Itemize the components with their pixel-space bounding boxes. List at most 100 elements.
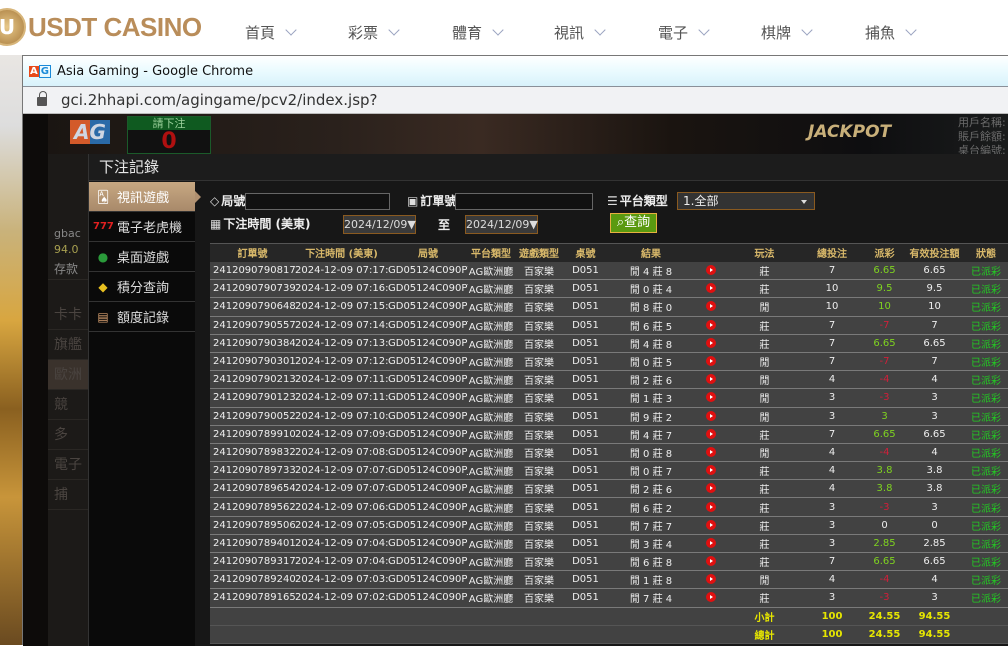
order-number-cell: 241209078950602 xyxy=(210,516,295,535)
bet-time-cell: 2024-12-09 07:17:12 xyxy=(295,261,388,281)
game-type-cell: 百家樂 xyxy=(514,588,564,608)
game-menu-item[interactable]: 電子 xyxy=(48,450,88,480)
platform-type-cell: AG歐洲廳 xyxy=(468,370,514,390)
bet-time-cell: 2024-12-09 07:11:52 xyxy=(295,370,388,390)
replay-cell[interactable] xyxy=(695,461,727,481)
replay-cell[interactable] xyxy=(695,497,727,517)
game-menu-item[interactable]: 歐洲 xyxy=(48,360,88,390)
replay-cell[interactable] xyxy=(695,516,727,535)
payout-cell: -7 xyxy=(862,352,907,372)
nav-fishing[interactable]: 捕魚 xyxy=(865,22,917,43)
play-video-icon[interactable] xyxy=(706,283,716,294)
lock-icon xyxy=(37,91,47,106)
game-menu-item[interactable]: 捕 xyxy=(48,480,88,510)
game-menu-item[interactable]: 多 xyxy=(48,420,88,450)
replay-cell[interactable] xyxy=(695,370,727,390)
payout-cell: 6.65 xyxy=(862,334,907,353)
game-menu-item[interactable]: 旗艦 xyxy=(48,330,88,360)
replay-cell[interactable] xyxy=(695,588,727,608)
bet-time-cell: 2024-12-09 07:04:05 xyxy=(295,552,388,572)
valid-bet-cell: 7 xyxy=(907,352,962,372)
replay-cell[interactable] xyxy=(695,316,727,335)
valid-bet-cell: 4 xyxy=(907,443,962,463)
play-video-icon[interactable] xyxy=(706,483,716,494)
search-button[interactable]: ⌕查詢 xyxy=(610,213,657,233)
play-video-icon[interactable] xyxy=(706,392,716,403)
nav-sports[interactable]: 體育 xyxy=(452,22,504,43)
play-video-icon[interactable] xyxy=(706,428,716,439)
play-video-icon[interactable] xyxy=(706,337,716,348)
play-video-icon[interactable] xyxy=(706,264,716,275)
order-number-input[interactable] xyxy=(455,193,593,210)
round-number-cell: GD05124C090PK xyxy=(388,443,468,463)
subtotal-valid: 94.55 xyxy=(907,607,962,626)
replay-cell[interactable] xyxy=(695,334,727,353)
platform-type-cell: AG歐洲廳 xyxy=(468,279,514,299)
site-logo[interactable]: U USDT CASINO xyxy=(0,8,202,46)
play-video-icon[interactable] xyxy=(706,519,716,530)
nav-cards[interactable]: 棋牌 xyxy=(761,22,813,43)
result-cell: 閒 2 莊 6 xyxy=(607,479,695,499)
play-video-icon[interactable] xyxy=(706,501,716,512)
nav-table-games[interactable]: ● 桌面遊戲 xyxy=(89,242,195,272)
game-menu-item[interactable]: 卡卡 xyxy=(48,300,88,330)
game-menu-item[interactable]: 競 xyxy=(48,390,88,420)
platform-type-cell: AG歐洲廳 xyxy=(468,261,514,281)
valid-bet-cell: 3.8 xyxy=(907,461,962,481)
total-bet-cell: 10 xyxy=(802,297,862,317)
nav-slots[interactable]: 電子 xyxy=(658,22,710,43)
platform-type-select[interactable]: 1.全部 xyxy=(677,192,815,210)
replay-cell[interactable] xyxy=(695,388,727,408)
play-video-icon[interactable] xyxy=(706,446,716,457)
valid-bet-cell: 9.5 xyxy=(907,279,962,299)
platform-type-cell: AG歐洲廳 xyxy=(468,497,514,517)
valid-bet-cell: 3 xyxy=(907,497,962,517)
replay-cell[interactable] xyxy=(695,279,727,299)
date-to-picker[interactable]: 2024/12/09▼ xyxy=(465,215,538,234)
replay-cell[interactable] xyxy=(695,552,727,572)
play-video-icon[interactable] xyxy=(706,374,716,385)
nav-live-games[interactable]: 🂡 視訊遊戲 xyxy=(89,182,201,212)
address-bar[interactable]: gci.2hhapi.com/agingame/pcv2/index.jsp? xyxy=(23,86,1008,114)
replay-cell[interactable] xyxy=(695,570,727,590)
table-number-cell: D051 xyxy=(564,534,607,554)
list-icon: ☰ xyxy=(607,193,618,208)
table-row: 2412090789562872024-12-09 07:06:13GD0512… xyxy=(210,497,1008,517)
nav-home[interactable]: 首頁 xyxy=(245,22,297,43)
replay-cell[interactable] xyxy=(695,534,727,554)
column-header: 平台類型 xyxy=(468,243,514,262)
replay-cell[interactable] xyxy=(695,479,727,499)
nav-live[interactable]: 視訊 xyxy=(554,22,606,43)
date-from-picker[interactable]: 2024/12/09▼ xyxy=(343,215,416,234)
payout-cell: -4 xyxy=(862,370,907,390)
nav-slot-machines[interactable]: 777 電子老虎機 xyxy=(89,212,195,242)
deposit-link[interactable]: 存款 xyxy=(48,258,88,280)
play-video-icon[interactable] xyxy=(706,465,716,476)
play-video-icon[interactable] xyxy=(706,592,716,603)
play-video-icon[interactable] xyxy=(706,356,716,367)
play-video-icon[interactable] xyxy=(706,410,716,421)
nav-lottery[interactable]: 彩票 xyxy=(348,22,400,43)
replay-cell[interactable] xyxy=(695,352,727,372)
play-video-icon[interactable] xyxy=(706,319,716,330)
replay-cell[interactable] xyxy=(695,407,727,426)
round-number-input[interactable] xyxy=(245,193,390,210)
round-number-cell: GD05124C090PO xyxy=(388,388,468,408)
replay-cell[interactable] xyxy=(695,443,727,463)
play-video-icon[interactable] xyxy=(706,556,716,567)
table-row: 2412090790123092024-12-09 07:11:06GD0512… xyxy=(210,388,1008,408)
play-video-icon[interactable] xyxy=(706,574,716,585)
order-number-cell: 241209079064875 xyxy=(210,297,295,317)
game-type-cell: 百家樂 xyxy=(514,479,564,499)
replay-cell[interactable] xyxy=(695,297,727,317)
record-nav: 🂡 視訊遊戲 777 電子老虎機 ● 桌面遊戲 ◆ 積分查詢 ▤ 額度記錄 xyxy=(89,182,201,646)
play-video-icon[interactable] xyxy=(706,537,716,548)
result-cell: 閒 6 莊 8 xyxy=(607,552,695,572)
valid-bet-cell: 2.85 xyxy=(907,534,962,554)
replay-cell[interactable] xyxy=(695,425,727,444)
replay-cell[interactable] xyxy=(695,261,727,281)
nav-points-query[interactable]: ◆ 積分查詢 xyxy=(89,272,195,302)
nav-credit-record[interactable]: ▤ 額度記錄 xyxy=(89,302,195,332)
play-video-icon[interactable] xyxy=(706,301,716,312)
